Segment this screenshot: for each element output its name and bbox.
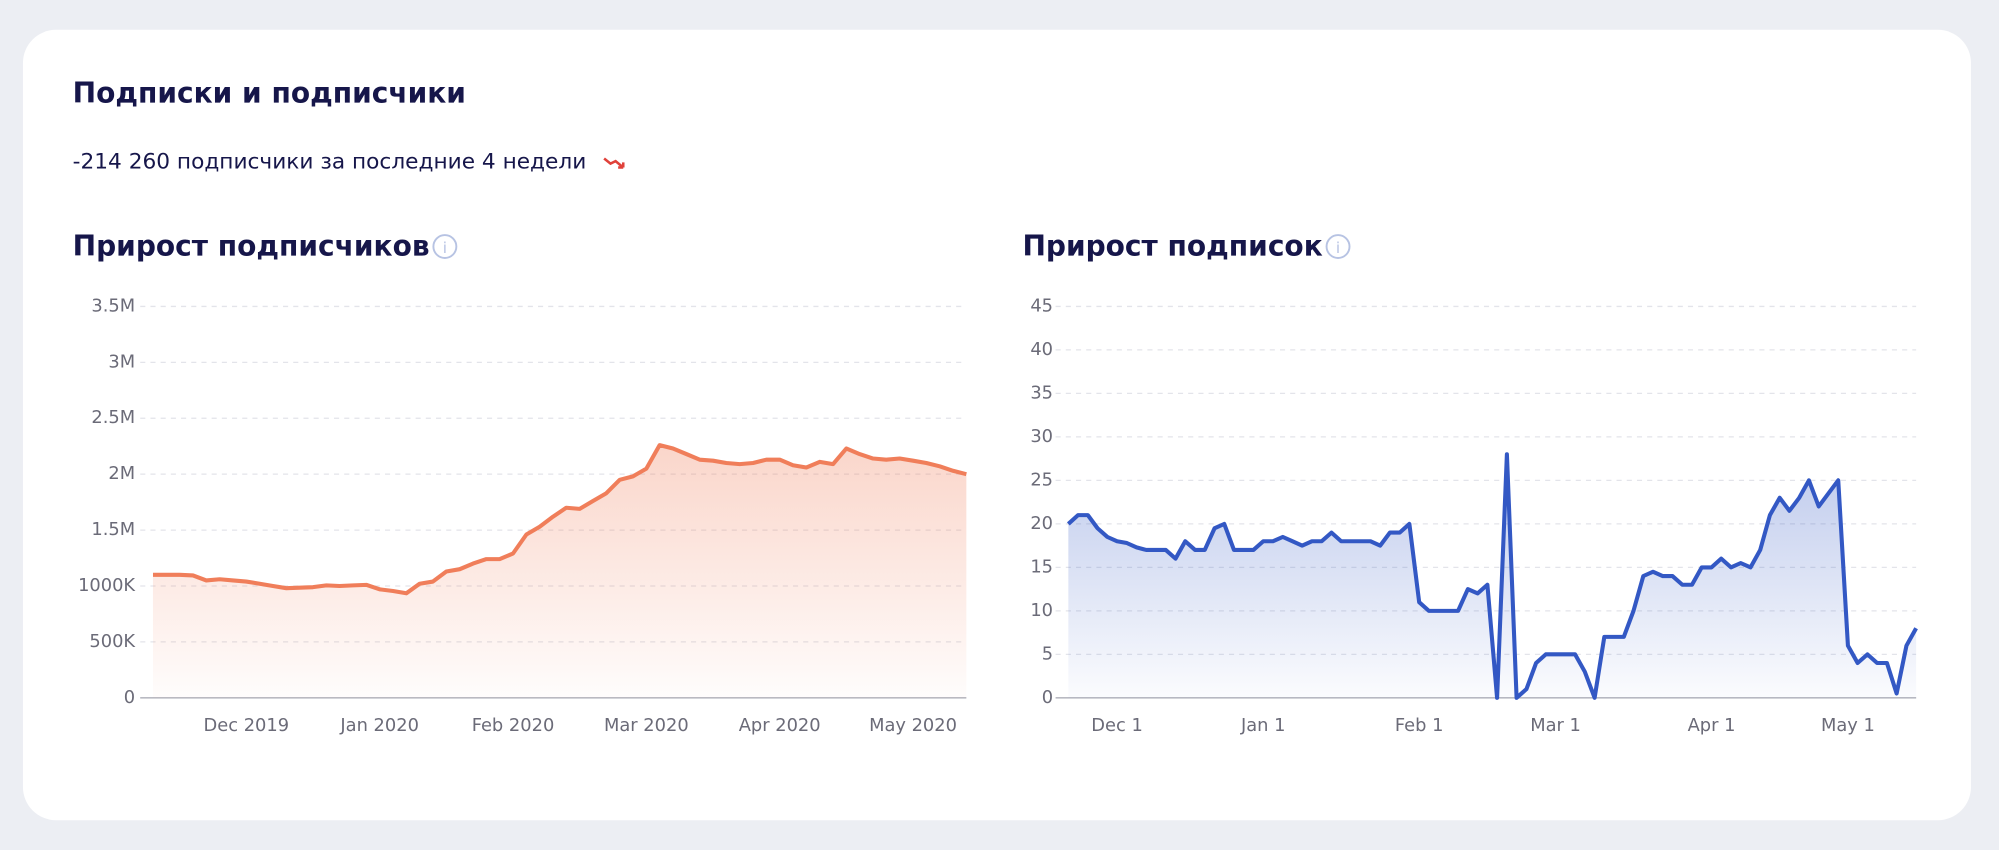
y-tick-label: 10 bbox=[1030, 600, 1053, 621]
y-tick-label: 3M bbox=[108, 351, 135, 372]
y-tick-label: 5 bbox=[1042, 643, 1053, 664]
y-tick-label: 45 bbox=[1030, 295, 1053, 316]
charts: Прирост подписчиков i 0 500K 1000K 1.5M 2M 2.5M… bbox=[73, 229, 1918, 736]
y-tick-label: 30 bbox=[1030, 426, 1053, 447]
area bbox=[1068, 454, 1917, 698]
line bbox=[152, 443, 967, 596]
x-tick-label: Apr 1 bbox=[1688, 715, 1736, 736]
y-tick-label: 20 bbox=[1030, 513, 1053, 534]
y-tick-label: 1000K bbox=[78, 575, 136, 596]
card bbox=[22, 29, 1971, 821]
trend-down-icon bbox=[603, 157, 625, 169]
x-tick-label: May 1 bbox=[1821, 715, 1875, 736]
y-tick-label: 15 bbox=[1030, 556, 1053, 577]
area bbox=[152, 445, 967, 698]
y-tick-label: 500K bbox=[89, 631, 136, 652]
info-icon-glyph: i bbox=[1336, 239, 1340, 257]
x-tick-label: Feb 1 bbox=[1395, 715, 1444, 736]
line bbox=[1066, 452, 1918, 700]
x-tick-label: Mar 2020 bbox=[604, 715, 689, 736]
x-tick-label: Jan 1 bbox=[1240, 715, 1285, 736]
x-tick-label: May 2020 bbox=[869, 715, 957, 736]
x-tick-label: Apr 2020 bbox=[739, 715, 821, 736]
x-tick-label: Jan 2020 bbox=[339, 715, 419, 736]
chart-title: Прирост подписчиков bbox=[73, 229, 430, 262]
info-icon bbox=[432, 234, 458, 259]
x-tick-label: Mar 1 bbox=[1530, 715, 1581, 736]
y-tick-label: 2.5M bbox=[91, 407, 135, 428]
y-tick-label: 40 bbox=[1030, 339, 1053, 360]
x-tick-label: Feb 2020 bbox=[472, 715, 555, 736]
summary: -214 260 подписчики за последние 4 недел… bbox=[73, 150, 587, 175]
info-icon bbox=[1325, 234, 1351, 259]
chart-title: Прирост подписок bbox=[1022, 229, 1322, 262]
y-tick-label: 0 bbox=[124, 687, 135, 708]
info-icon-glyph: i bbox=[443, 239, 447, 257]
x-tick-label: Dec 2019 bbox=[204, 715, 290, 736]
y-tick-label: 3.5M bbox=[91, 295, 135, 316]
x-tick-label: Dec 1 bbox=[1091, 715, 1143, 736]
y-tick-label: 0 bbox=[1042, 687, 1053, 708]
y-tick-label: 25 bbox=[1030, 469, 1053, 490]
page-title: Подписки и подписчики bbox=[73, 76, 466, 109]
y-tick-label: 35 bbox=[1030, 382, 1053, 403]
y-tick-label: 1.5M bbox=[91, 519, 135, 540]
y-tick-label: 2M bbox=[108, 463, 135, 484]
